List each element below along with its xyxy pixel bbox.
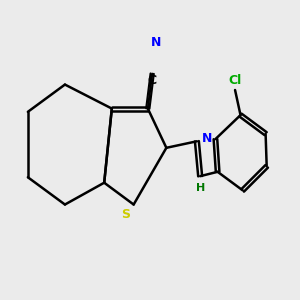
Text: N: N [202,131,212,145]
Text: C: C [148,74,157,87]
Text: N: N [152,36,162,49]
Text: H: H [196,183,205,193]
Text: S: S [122,208,130,221]
Text: Cl: Cl [228,74,242,87]
